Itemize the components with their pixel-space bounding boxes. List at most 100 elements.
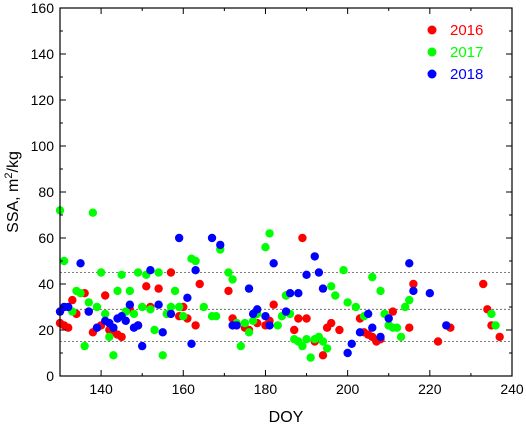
data-point-2018: [314, 268, 324, 277]
legend-label-2017: 2017: [450, 44, 483, 61]
y-axis-label-tail: /kg: [5, 151, 22, 172]
data-point-2018: [384, 314, 393, 323]
data-point-2018: [166, 309, 176, 319]
x-axis-label: DOY: [269, 409, 304, 426]
data-point-2018: [191, 266, 200, 275]
data-points: [55, 206, 504, 362]
data-point-2017: [92, 302, 102, 312]
data-point-2017: [129, 309, 139, 319]
data-point-2018: [355, 328, 365, 337]
data-point-2016: [191, 321, 200, 330]
data-point-2016: [302, 314, 311, 323]
data-point-2017: [318, 337, 328, 346]
data-point-2017: [491, 321, 500, 330]
data-point-2018: [363, 309, 373, 319]
data-point-2018: [207, 233, 217, 243]
legend-marker-2017: [427, 47, 437, 57]
y-axis-label-main: SSA, m: [5, 179, 22, 233]
data-point-2016: [269, 300, 278, 309]
data-point-2017: [392, 323, 402, 332]
data-point-2018: [442, 321, 451, 330]
data-point-2017: [331, 291, 340, 300]
data-point-2016: [154, 284, 163, 293]
y-tick-label: 20: [38, 322, 54, 338]
data-point-2018: [285, 289, 295, 298]
data-point-2018: [109, 323, 118, 332]
data-point-2017: [228, 275, 237, 284]
legend-label-2016: 2016: [450, 22, 483, 39]
data-point-2017: [302, 335, 311, 344]
data-point-2017: [236, 341, 245, 351]
data-point-2017: [117, 270, 126, 279]
data-point-2018: [318, 284, 328, 293]
data-point-2017: [150, 325, 159, 335]
data-point-2018: [133, 321, 143, 330]
data-point-2017: [368, 272, 377, 282]
data-point-2016: [68, 295, 77, 305]
data-point-2017: [248, 316, 258, 325]
y-tick-label: 80: [38, 184, 54, 200]
data-point-2017: [199, 302, 209, 312]
data-point-2018: [302, 270, 311, 279]
y-tick-label: 60: [38, 230, 54, 246]
data-point-2016: [64, 323, 73, 332]
x-tick-label: 140: [89, 381, 113, 397]
data-point-2017: [59, 256, 69, 266]
data-point-2017: [125, 286, 135, 296]
data-point-2018: [154, 300, 163, 309]
data-point-2017: [105, 332, 114, 342]
data-point-2016: [405, 323, 414, 332]
data-point-2017: [244, 328, 254, 337]
x-tick-label: 200: [336, 381, 360, 397]
data-point-2016: [101, 291, 110, 300]
data-point-2016: [117, 332, 126, 342]
y-tick-label: 160: [31, 0, 55, 16]
tick-labels: 140 160 180 200 220 240 0 20 40 60 80 100 120 140 160: [31, 0, 524, 397]
data-point-2016: [409, 279, 418, 289]
data-point-2018: [409, 286, 418, 296]
data-point-2017: [343, 298, 352, 307]
data-point-2017: [84, 298, 93, 307]
x-tick-label: 160: [172, 381, 196, 397]
data-point-2017: [137, 302, 147, 312]
data-point-2016: [388, 307, 398, 316]
y-tick-label: 140: [31, 46, 55, 62]
data-point-2016: [298, 233, 307, 243]
data-point-2018: [269, 259, 278, 268]
data-point-2017: [174, 302, 184, 312]
data-point-2018: [146, 266, 155, 275]
x-tick-label: 240: [500, 381, 524, 397]
data-point-2017: [396, 332, 406, 342]
data-point-2018: [343, 348, 352, 358]
data-point-2017: [261, 243, 270, 252]
data-point-2017: [322, 344, 332, 353]
data-point-2017: [240, 318, 250, 328]
data-point-2017: [306, 353, 315, 362]
data-point-2018: [232, 321, 241, 330]
data-point-2017: [113, 286, 122, 296]
data-point-2017: [146, 305, 155, 314]
data-point-2018: [265, 321, 274, 330]
legend-marker-2016: [427, 25, 437, 35]
data-point-2018: [368, 323, 377, 332]
data-point-2018: [64, 302, 73, 312]
data-point-2017: [273, 321, 282, 330]
data-point-2017: [101, 309, 110, 319]
data-point-2017: [298, 341, 307, 351]
data-point-2018: [187, 339, 196, 348]
data-point-2016: [433, 337, 443, 346]
data-point-2017: [211, 312, 221, 321]
data-point-2017: [376, 286, 385, 296]
data-point-2018: [347, 339, 356, 348]
x-tick-label: 220: [418, 381, 442, 397]
data-point-2016: [335, 325, 344, 335]
data-point-2017: [133, 268, 143, 277]
data-point-2017: [400, 302, 410, 312]
data-point-2017: [96, 268, 106, 277]
data-point-2017: [158, 351, 167, 360]
data-point-2018: [294, 289, 303, 298]
data-point-2016: [290, 325, 299, 335]
legend: 2016 2017 2018: [427, 22, 483, 83]
